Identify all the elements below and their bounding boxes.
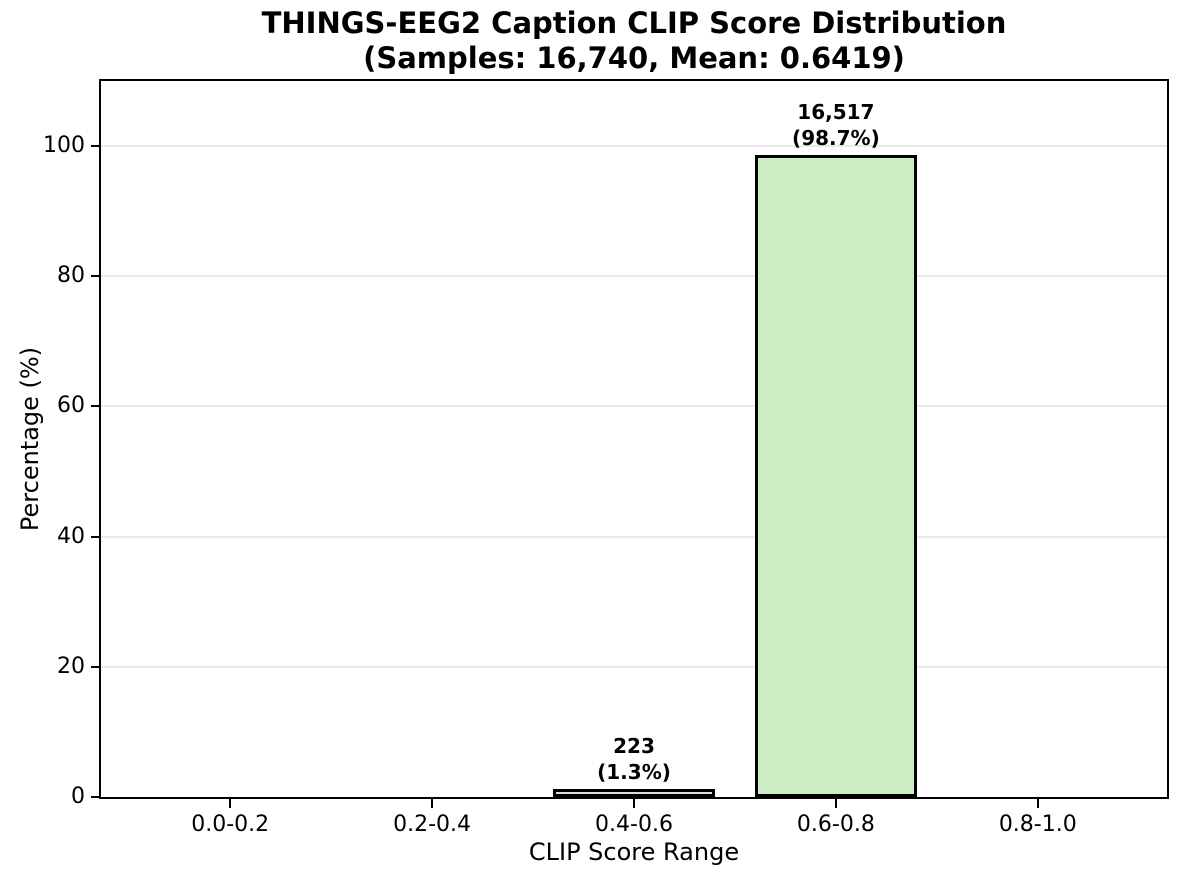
y-tick-mark-100 (91, 145, 100, 148)
x-tick-mark-0.2-0.4 (431, 799, 434, 808)
x-tick-label-0.0-0.2: 0.0-0.2 (191, 812, 270, 837)
gridline-y60 (101, 405, 1167, 408)
y-tick-label-100: 100 (43, 133, 85, 159)
x-axis-label: CLIP Score Range (528, 838, 740, 866)
y-tick-label-80: 80 (57, 263, 85, 289)
y-tick-mark-80 (91, 275, 100, 278)
gridline-y20 (101, 665, 1167, 668)
gridline-y100 (101, 145, 1167, 148)
x-tick-mark-0.8-1.0 (1036, 799, 1039, 808)
bar-0.6-0.8 (755, 154, 917, 797)
y-tick-label-20: 20 (57, 653, 85, 679)
chart-title-line2: (Samples: 16,740, Mean: 0.6419) (363, 41, 905, 75)
bar-value-label-line: 16,517 (797, 99, 875, 124)
bar-value-label-line: 223 (613, 733, 655, 758)
y-tick-label-60: 60 (57, 393, 85, 419)
bar-value-label-0.4-0.6: 223 (1.3%) (524, 733, 744, 785)
x-tick-mark-0.4-0.6 (633, 799, 635, 808)
y-tick-mark-20 (91, 665, 100, 668)
plot-area: 223 (1.3%) 16,517 (98.7%) (99, 79, 1169, 799)
y-tick-label-40: 40 (57, 523, 85, 549)
y-tick-mark-40 (91, 535, 100, 538)
x-tick-label-0.8-1.0: 0.8-1.0 (998, 812, 1077, 837)
y-axis-label: Percentage (%) (16, 346, 44, 532)
chart-title: THINGS-EEG2 Caption CLIP Score Distribut… (101, 6, 1167, 76)
x-tick-mark-0.6-0.8 (834, 799, 837, 808)
bar-value-label-line: (98.7%) (792, 125, 880, 150)
bar-value-label-line: (1.3%) (597, 759, 671, 784)
gridline-y80 (101, 275, 1167, 278)
x-tick-label-0.2-0.4: 0.2-0.4 (393, 812, 472, 837)
gridline-y40 (101, 535, 1167, 538)
y-tick-label-0: 0 (71, 784, 85, 809)
y-tick-mark-0 (91, 796, 100, 798)
x-tick-mark-0.0-0.2 (229, 799, 232, 808)
bar-0.4-0.6 (553, 788, 715, 797)
x-tick-label-0.4-0.6: 0.4-0.6 (595, 812, 673, 837)
y-tick-mark-60 (91, 405, 100, 408)
bar-value-label-0.6-0.8: 16,517 (98.7%) (726, 99, 946, 151)
x-tick-label-0.6-0.8: 0.6-0.8 (796, 812, 875, 837)
chart-title-line1: THINGS-EEG2 Caption CLIP Score Distribut… (261, 6, 1007, 40)
